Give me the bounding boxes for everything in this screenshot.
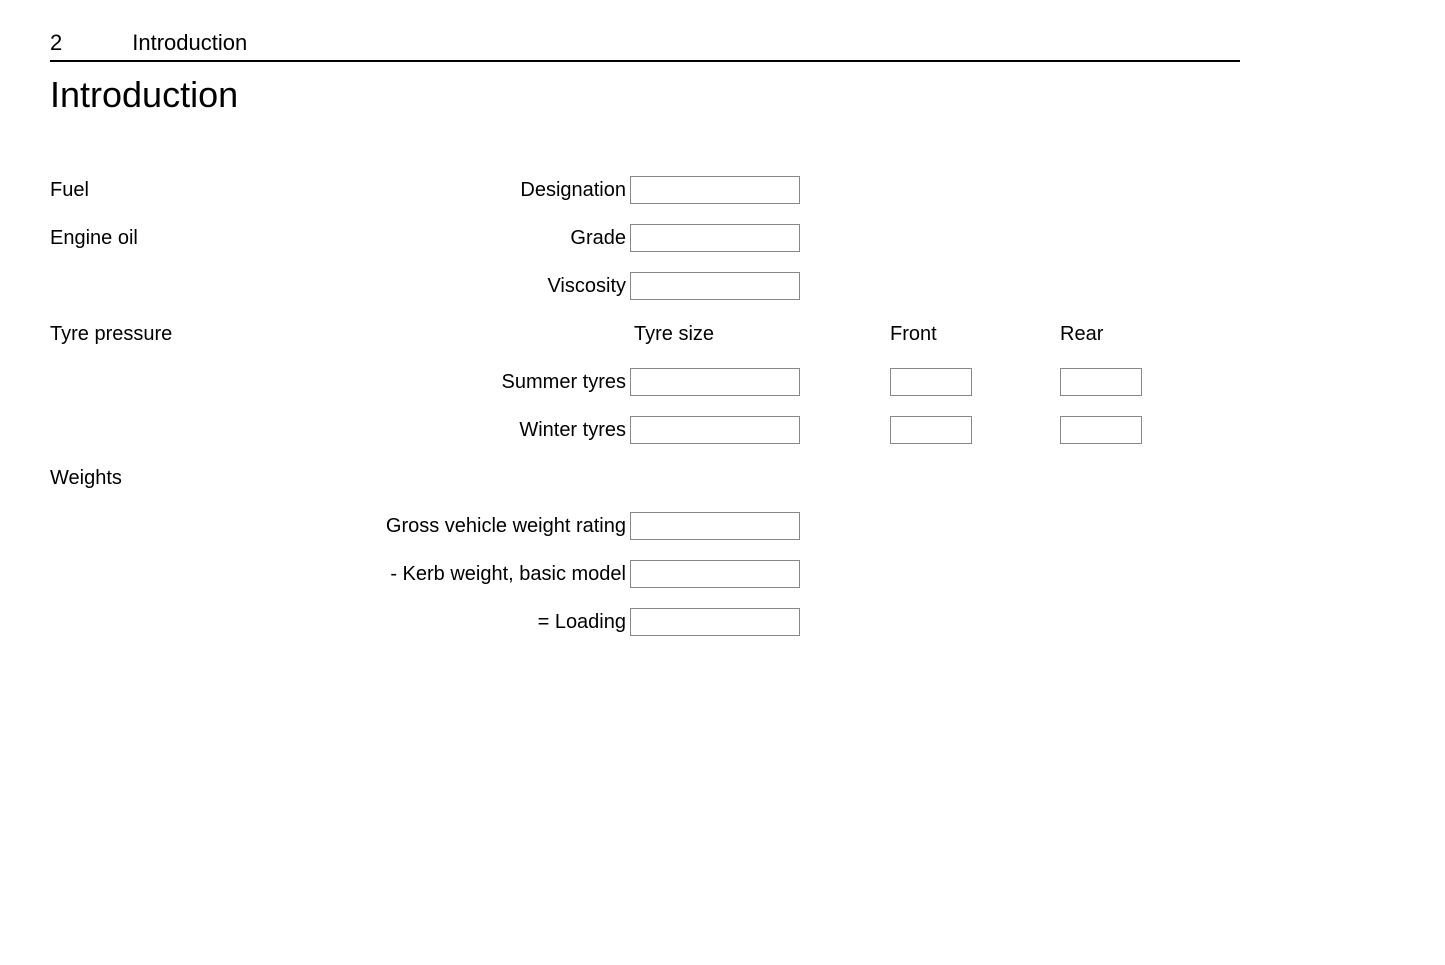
kerb-weight-row: - Kerb weight, basic model (50, 550, 1395, 598)
tyre-pressure-header-row: Tyre pressure Tyre size Front Rear (50, 310, 1395, 358)
fuel-designation-input[interactable] (630, 176, 800, 204)
vehicle-data-form: Fuel Designation Engine oil Grade Viscos… (50, 166, 1395, 646)
winter-tyres-row: Winter tyres (50, 406, 1395, 454)
winter-tyres-label: Winter tyres (350, 419, 630, 442)
gross-weight-row: Gross vehicle weight rating (50, 502, 1395, 550)
winter-rear-input[interactable] (1060, 416, 1142, 444)
engine-oil-grade-label: Grade (350, 227, 630, 250)
gross-weight-input[interactable] (630, 512, 800, 540)
engine-oil-grade-input[interactable] (630, 224, 800, 252)
page-number: 2 (50, 30, 62, 56)
loading-input[interactable] (630, 608, 800, 636)
summer-tyre-size-input[interactable] (630, 368, 800, 396)
kerb-weight-input[interactable] (630, 560, 800, 588)
engine-oil-viscosity-row: Viscosity (50, 262, 1395, 310)
gross-weight-label: Gross vehicle weight rating (350, 515, 630, 538)
front-header: Front (890, 323, 980, 346)
weights-category-row: Weights (50, 454, 1395, 502)
fuel-row: Fuel Designation (50, 166, 1395, 214)
loading-label: = Loading (350, 611, 630, 634)
fuel-category-label: Fuel (50, 179, 350, 202)
engine-oil-grade-row: Engine oil Grade (50, 214, 1395, 262)
summer-front-input[interactable] (890, 368, 972, 396)
engine-oil-viscosity-label: Viscosity (350, 275, 630, 298)
weights-category-label: Weights (50, 467, 350, 490)
header-section-name: Introduction (132, 30, 247, 56)
page-header: 2 Introduction (50, 30, 1240, 62)
winter-tyre-size-input[interactable] (630, 416, 800, 444)
page-title: Introduction (50, 74, 1395, 116)
kerb-weight-label: - Kerb weight, basic model (350, 563, 630, 586)
winter-front-input[interactable] (890, 416, 972, 444)
fuel-designation-label: Designation (350, 179, 630, 202)
tyre-pressure-category-label: Tyre pressure (50, 323, 350, 346)
summer-rear-input[interactable] (1060, 368, 1142, 396)
tyre-size-header: Tyre size (630, 323, 810, 346)
rear-header: Rear (1060, 323, 1150, 346)
loading-row: = Loading (50, 598, 1395, 646)
engine-oil-viscosity-input[interactable] (630, 272, 800, 300)
summer-tyres-row: Summer tyres (50, 358, 1395, 406)
engine-oil-category-label: Engine oil (50, 227, 350, 250)
summer-tyres-label: Summer tyres (350, 371, 630, 394)
